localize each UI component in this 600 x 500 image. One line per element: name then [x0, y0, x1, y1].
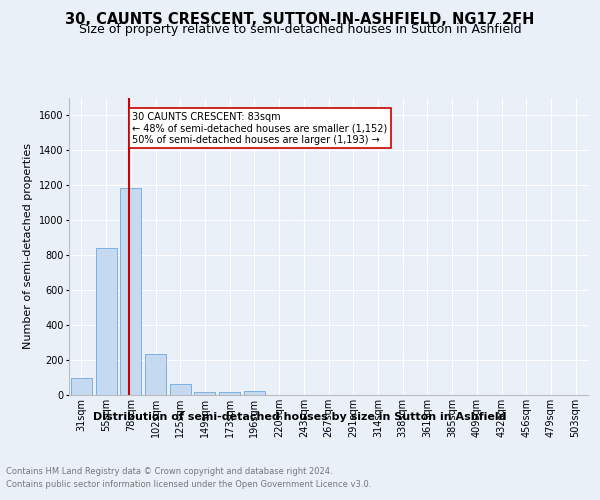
Bar [95, 248, 116, 395]
Text: Distribution of semi-detached houses by size in Sutton in Ashfield: Distribution of semi-detached houses by … [93, 412, 507, 422]
Bar [170, 384, 191, 395]
Text: Contains public sector information licensed under the Open Government Licence v3: Contains public sector information licen… [6, 480, 371, 489]
Text: 30 CAUNTS CRESCENT: 83sqm
← 48% of semi-detached houses are smaller (1,152)
50% : 30 CAUNTS CRESCENT: 83sqm ← 48% of semi-… [132, 112, 387, 144]
Bar [219, 392, 240, 395]
Bar [244, 391, 265, 395]
Bar [145, 354, 166, 395]
Bar [120, 188, 141, 395]
Text: 30, CAUNTS CRESCENT, SUTTON-IN-ASHFIELD, NG17 2FH: 30, CAUNTS CRESCENT, SUTTON-IN-ASHFIELD,… [65, 12, 535, 28]
Text: Size of property relative to semi-detached houses in Sutton in Ashfield: Size of property relative to semi-detach… [79, 22, 521, 36]
Bar [194, 392, 215, 395]
Text: Contains HM Land Registry data © Crown copyright and database right 2024.: Contains HM Land Registry data © Crown c… [6, 468, 332, 476]
Y-axis label: Number of semi-detached properties: Number of semi-detached properties [23, 143, 33, 350]
Bar [71, 378, 92, 395]
